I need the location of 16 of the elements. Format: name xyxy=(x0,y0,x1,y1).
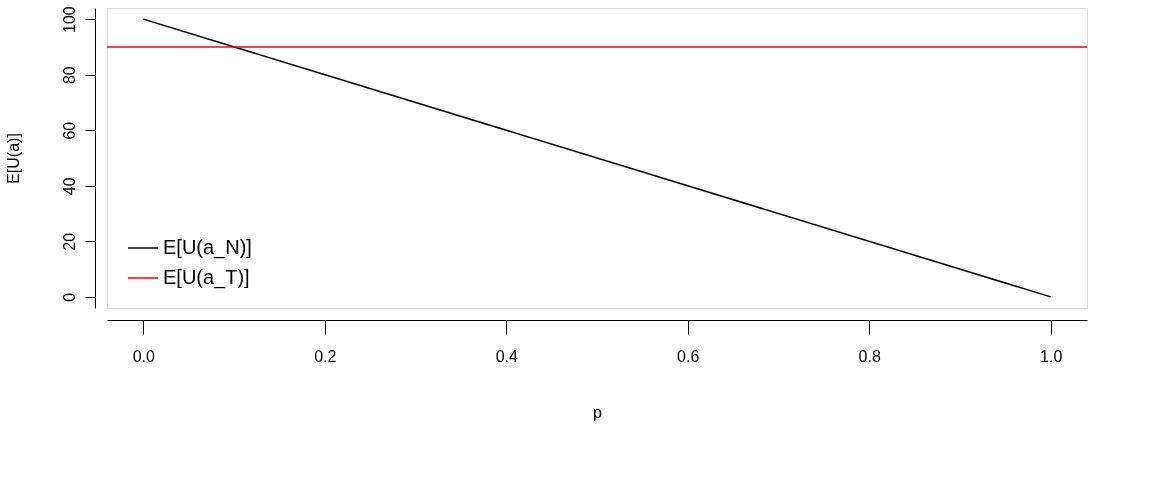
x-tick-label: 0.2 xyxy=(314,347,337,365)
y-tick-label: 60 xyxy=(60,121,78,140)
x-tick-label: 0.6 xyxy=(677,347,700,365)
x-tick-label: 0.4 xyxy=(495,347,518,365)
x-tick-label: 0.0 xyxy=(132,347,156,365)
x-tick-label: 1.0 xyxy=(1040,347,1063,365)
y-tick-label: 40 xyxy=(60,177,78,196)
y-tick-label: 0 xyxy=(60,292,78,302)
legend-label: E[U(a_T)] xyxy=(163,266,250,289)
y-axis-title: E[U(a)] xyxy=(4,133,22,184)
y-tick-label: 80 xyxy=(60,66,78,85)
x-axis-title: p xyxy=(593,403,603,421)
legend-label: E[U(a_N)] xyxy=(163,236,252,259)
x-tick-label: 0.8 xyxy=(858,347,881,365)
y-tick-label: 20 xyxy=(60,232,78,251)
y-tick-label: 100 xyxy=(60,6,78,33)
